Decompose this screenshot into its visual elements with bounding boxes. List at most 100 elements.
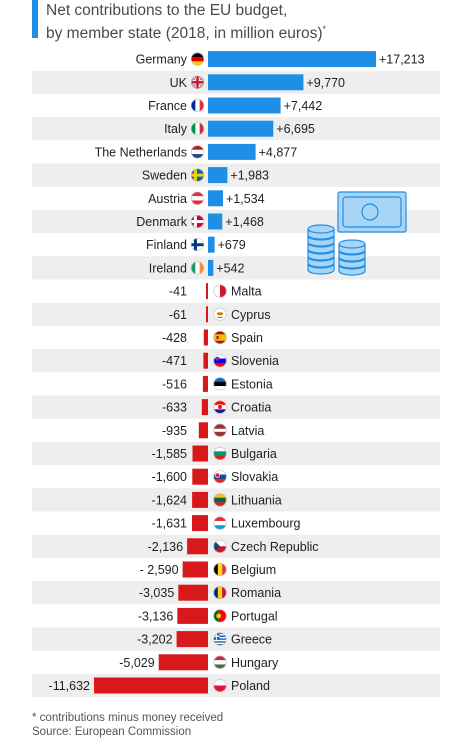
category-label: Germany	[136, 53, 188, 67]
sweden-flag-icon	[191, 168, 205, 182]
luxembourg-flag-icon	[213, 516, 227, 530]
cyprus-flag-icon	[213, 307, 227, 321]
chart-subtitle-line: by member state (2018, in million euros)…	[46, 20, 466, 43]
bar	[208, 167, 228, 184]
bar	[192, 445, 208, 462]
bar-row: -1,624 Lithuania	[152, 491, 282, 508]
greece-flag-icon	[213, 632, 227, 646]
value-label: -516	[162, 377, 187, 391]
bar	[208, 51, 376, 68]
title-footnote-mark: *	[322, 24, 327, 34]
latvia-flag-icon	[213, 423, 227, 437]
chart-title: Net contributions to the EU budget, by m…	[46, 2, 466, 43]
france-flag-icon	[191, 99, 205, 113]
title-accent-bar	[32, 0, 38, 38]
germany-flag-icon	[191, 52, 205, 66]
value-label: -428	[162, 331, 187, 345]
bar-row: -1,585 Bulgaria	[152, 445, 277, 462]
chart-subtitle: by member state (2018, in million euros)	[46, 25, 323, 43]
spain-flag-icon	[213, 330, 227, 344]
source-note: Source: European Commission	[32, 726, 192, 738]
value-label: -471	[162, 354, 187, 368]
estonia-flag-icon	[213, 377, 227, 391]
bar-row: -935 Latvia	[162, 422, 264, 439]
value-label: -1,600	[152, 470, 187, 484]
category-label: Bulgaria	[231, 447, 277, 461]
row-stripe	[32, 302, 440, 326]
bar-row: -3,202 Greece	[137, 631, 272, 648]
category-label: Estonia	[231, 377, 273, 391]
category-label: Spain	[231, 331, 263, 345]
value-label: -3,202	[137, 633, 172, 647]
value-label: +4,877	[259, 145, 298, 159]
value-label: -5,029	[119, 656, 154, 670]
category-label: UK	[170, 76, 188, 90]
category-label: France	[148, 99, 187, 113]
bar	[203, 352, 208, 369]
malta-flag-icon	[213, 284, 227, 298]
bar-row: -5,029 Hungary	[119, 654, 279, 671]
category-label: Slovenia	[231, 354, 279, 368]
bar	[178, 584, 208, 601]
bar-row: -1,631 Luxembourg	[152, 515, 301, 532]
value-label: +7,442	[284, 99, 323, 113]
value-label: -1,624	[152, 493, 187, 507]
bar	[192, 491, 208, 508]
bar	[208, 236, 215, 253]
category-label: Austria	[148, 192, 187, 206]
category-label: Slovakia	[231, 470, 278, 484]
poland-flag-icon	[213, 678, 227, 692]
value-label: -633	[162, 401, 187, 415]
bar-row: +4,877 The Netherlands	[95, 143, 298, 160]
category-label: Lithuania	[231, 493, 282, 507]
bar	[192, 468, 208, 485]
category-label: Hungary	[231, 656, 279, 670]
bar	[94, 677, 208, 694]
banknote-and-coins-icon	[307, 191, 407, 276]
bar	[208, 120, 274, 137]
bar	[177, 607, 208, 624]
category-label: Italy	[164, 122, 188, 136]
bar	[158, 654, 208, 671]
chart-title-line: Net contributions to the EU budget,	[46, 2, 288, 19]
bar-row: -633 Croatia	[162, 399, 271, 416]
bar-row: -2,136 Czech Republic	[148, 538, 319, 555]
value-label: +9,770	[306, 76, 345, 90]
uk-flag-icon	[191, 75, 205, 89]
ireland-flag-icon	[191, 261, 205, 275]
value-label: - 2,590	[140, 563, 179, 577]
bar	[206, 306, 208, 323]
row-stripe	[32, 349, 440, 373]
bar-row: -3,035 Romania	[139, 584, 281, 601]
value-label: +6,695	[276, 122, 315, 136]
value-label: +1,983	[230, 169, 269, 183]
category-label: Portugal	[231, 609, 278, 623]
austria-flag-icon	[191, 191, 205, 205]
row-stripe	[32, 395, 440, 419]
bar-row: -516 Estonia	[162, 375, 273, 392]
finland-flag-icon	[191, 238, 205, 252]
value-label: -3,136	[138, 609, 173, 623]
bar-row: +7,442 France	[148, 97, 323, 114]
bar	[202, 375, 208, 392]
bar	[182, 561, 208, 578]
bar-row: -1,600 Slovakia	[152, 468, 278, 485]
value-label: -41	[169, 285, 187, 299]
bar	[203, 329, 208, 346]
bar-row: +1,534 Austria	[148, 190, 265, 207]
bar	[208, 213, 223, 230]
row-stripe	[32, 627, 440, 651]
italy-flag-icon	[191, 122, 205, 136]
bar-row: - 2,590 Belgium	[140, 561, 276, 578]
bar	[176, 631, 208, 648]
category-label: Poland	[231, 679, 270, 693]
bar-row: +9,770 UK	[170, 74, 345, 91]
bar	[201, 399, 208, 416]
netherlands-flag-icon	[191, 145, 205, 159]
value-label: -61	[169, 308, 187, 322]
category-label: Croatia	[231, 401, 271, 415]
value-label: +1,534	[226, 192, 265, 206]
footnote: * contributions minus money received	[32, 712, 224, 724]
bar-row: +1,983 Sweden	[142, 167, 269, 184]
